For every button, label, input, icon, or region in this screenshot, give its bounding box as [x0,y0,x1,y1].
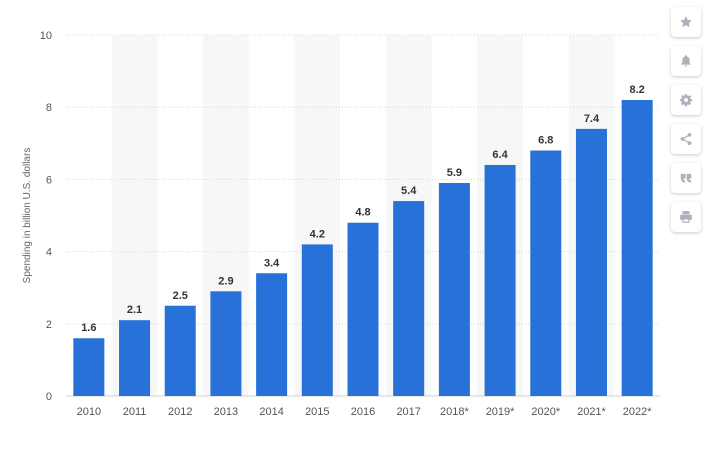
bar-value-label: 5.4 [401,185,417,197]
bar-value-label: 8.2 [630,84,645,96]
x-tick-label: 2020* [531,406,560,418]
x-tick-label: 2016 [351,406,375,418]
chart-toolbar [671,7,701,241]
x-tick-label: 2012 [168,406,192,418]
bar[interactable] [301,244,333,396]
bar[interactable] [210,291,242,396]
bar-value-label: 2.1 [127,304,142,316]
bar[interactable] [119,320,151,396]
bar[interactable] [621,99,653,396]
bar-value-label: 4.2 [310,228,325,240]
bar-value-label: 5.9 [447,167,462,179]
x-tick-label: 2011 [123,406,147,418]
x-tick-label: 2022* [623,406,652,418]
share-icon [680,133,692,145]
x-tick-label: 2013 [214,406,238,418]
cite-button[interactable] [671,163,701,193]
bar[interactable] [438,183,470,396]
x-axis-labels: 2010 2011 2012 2013 2014 2015 2016 2017 2018* 201… [77,406,653,418]
settings-button[interactable] [671,85,701,115]
bell-icon [681,55,691,67]
gear-icon [680,94,693,107]
y-tick-label: 2 [46,319,52,331]
x-tick-label: 2015 [305,406,329,418]
x-tick-label: 2010 [77,406,101,418]
bar-value-label: 6.8 [538,135,553,147]
y-axis-ticks: 0 2 4 6 8 10 [40,30,52,403]
bar[interactable] [575,128,607,397]
print-button[interactable] [671,202,701,232]
value-labels: 1.6 2.1 2.5 2.9 3.4 4.2 4.8 5.4 5.9 6.4 6.8 7.4 8.2 [81,84,645,334]
y-axis-title: Spending in billion U.S. dollars [22,148,33,284]
bar-value-label: 7.4 [584,113,600,125]
bar[interactable] [256,273,288,396]
star-icon [680,16,692,28]
bar[interactable] [530,150,562,396]
share-button[interactable] [671,124,701,154]
bars [73,99,653,397]
bar-chart: 0 2 4 6 8 10 1.6 2.1 2.5 2.9 3.4 4.2 4.8 5.4 5.9 6.4 6.… [22,30,660,418]
bar-value-label: 4.8 [355,207,370,219]
chart: 0 2 4 6 8 10 1.6 2.1 2.5 2.9 3.4 4.2 4.8 5.4 5.9 6.4 6.… [22,30,660,418]
favorite-button[interactable] [671,7,701,37]
bar[interactable] [73,338,105,396]
y-tick-label: 0 [46,391,52,403]
notification-button[interactable] [671,46,701,76]
bar[interactable] [393,201,425,396]
bar-value-label: 6.4 [492,149,508,161]
y-tick-label: 6 [46,174,52,186]
x-tick-label: 2014 [259,406,283,418]
bar-value-label: 2.5 [173,290,188,302]
bar-value-label: 1.6 [81,322,96,334]
y-tick-label: 10 [40,30,52,42]
x-tick-label: 2018* [440,406,469,418]
bar[interactable] [484,164,516,396]
bar[interactable] [164,305,196,396]
y-tick-label: 4 [46,247,52,259]
y-tick-label: 8 [46,102,52,114]
x-tick-label: 2021* [577,406,606,418]
bar-value-label: 3.4 [264,257,280,269]
print-icon [680,211,692,223]
bar-value-label: 2.9 [218,275,233,287]
x-tick-label: 2019* [486,406,515,418]
bar[interactable] [347,222,379,396]
quote-icon [680,173,692,183]
x-tick-label: 2017 [396,406,420,418]
